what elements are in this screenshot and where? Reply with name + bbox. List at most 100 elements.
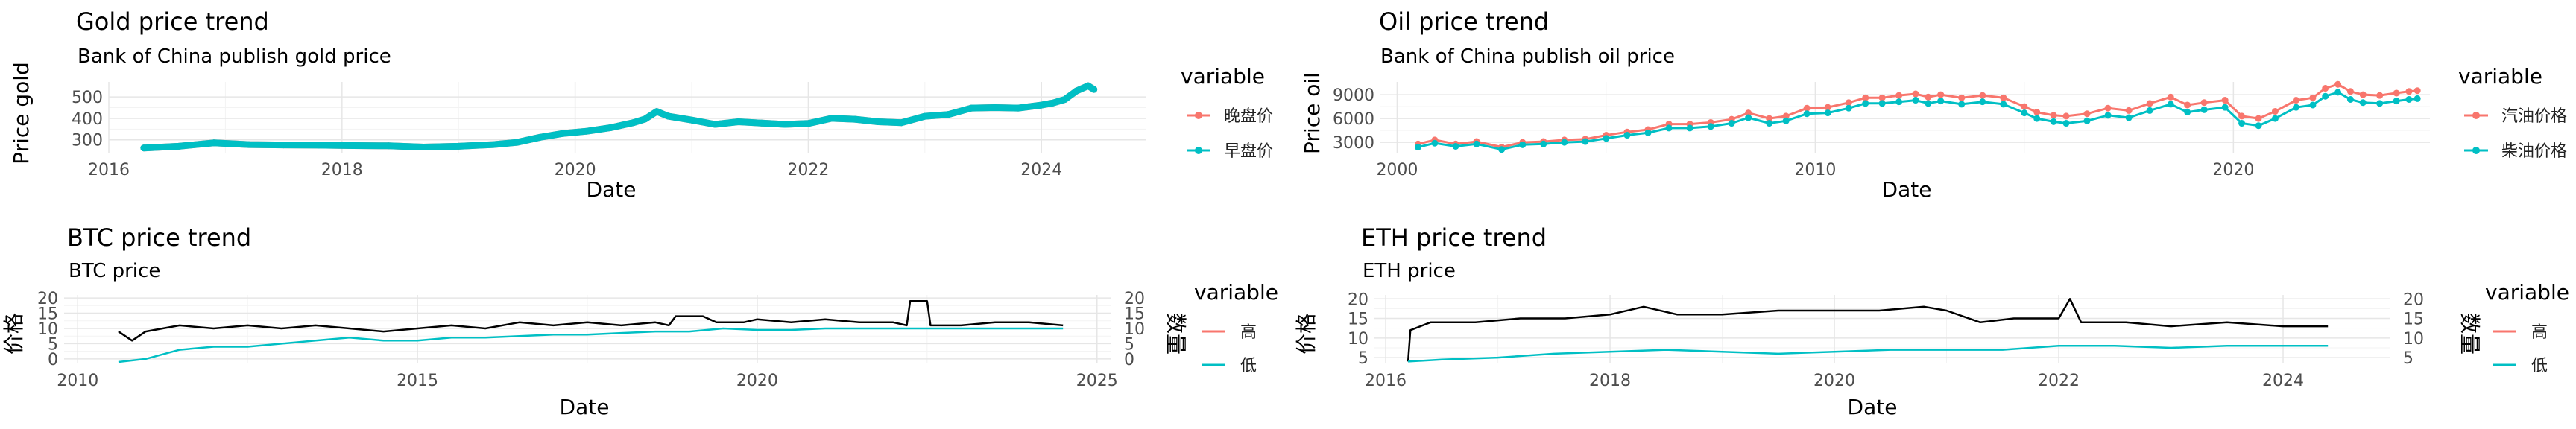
data-point [2125,107,2133,114]
legend-title: variable [2485,280,2569,305]
legend-key-point [1195,112,1202,119]
data-point [1085,82,1092,89]
data-point [2238,120,2246,127]
data-point [2221,104,2229,111]
x-axis-label: Date [1882,177,1932,202]
data-point [1979,98,1986,106]
x-tick-label: 2022 [2038,372,2080,390]
data-point [2050,118,2057,125]
chart-subtitle: ETH price [1363,260,1456,282]
data-point [688,116,695,124]
data-point [1958,101,1966,108]
x-axis-label: Date [1848,395,1898,419]
data-point [1803,104,1811,112]
data-point [2393,89,2400,97]
data-point [828,115,836,122]
legend-key-point [1195,147,1202,154]
data-point [2346,88,2354,95]
data-point [1878,94,1886,101]
series-line [118,299,1064,342]
series [1414,89,2421,153]
data-point [1824,104,1831,111]
x-axis-label: Date [587,177,637,202]
y2-tick-label: 20 [2403,290,2424,309]
data-point [1014,104,1022,112]
y-axis-label: 价格 [1,313,26,355]
data-point [2104,104,2112,112]
chart-title: Oil price trend [1379,7,1549,36]
data-point [1623,132,1631,139]
chart-title: ETH price trend [1361,223,1547,252]
data-point [1665,124,1673,132]
data-point [2167,101,2174,108]
legend-entry: 高 [1240,323,1257,342]
data-point [1862,94,1869,101]
y-tick-label: 15 [1348,311,1368,329]
data-point [175,142,183,150]
legend-key-point [2472,147,2480,154]
data-point [210,139,218,147]
data-point [2292,97,2299,104]
data-point [350,142,357,149]
data-point [1745,114,1752,121]
data-point [1603,135,1610,142]
data-point [630,119,637,127]
data-point [1049,99,1057,107]
series [118,299,1064,342]
data-point [2062,120,2070,127]
y2-tick-label: 0 [1124,351,1134,369]
data-point [2238,112,2246,120]
y2-tick-label: 5 [1124,335,1134,354]
legend: variable 高 低 [1194,280,1278,375]
y-tick-label: 0 [48,351,58,369]
data-point [2334,80,2342,88]
data-point [1073,87,1080,95]
x-tick-label: 2016 [1365,372,1407,390]
legend-entry: 低 [2531,357,2548,375]
series-line [1418,83,2418,148]
data-point [2255,122,2262,130]
data-point [2322,85,2329,92]
data-point [921,112,929,120]
data-point [1561,139,1568,146]
x-tick-label: 2020 [736,372,778,390]
x-tick-label: 2024 [1020,161,1062,179]
data-point [2000,94,2007,101]
series-line [1408,345,2329,363]
data-point [1582,138,1589,145]
legend-entry: 晚盘价 [1224,107,1273,126]
data-point [1912,90,1919,98]
series-line [1407,298,2329,362]
data-point [874,118,882,126]
data-point [1090,86,1098,93]
data-point [2083,110,2091,118]
legend: variable 晚盘价 早盘价 [1181,64,1273,161]
data-point [851,115,859,123]
x-tick-label: 2015 [397,372,438,390]
data-point [2359,91,2367,98]
data-point [758,119,765,127]
data-point [653,108,660,115]
data-point [385,142,392,150]
y-axis-label: Price oil [1300,72,1325,154]
data-point [2322,92,2329,100]
data-point [2050,112,2057,119]
y-tick-label: 500 [72,89,103,107]
data-point [804,120,812,127]
series [1407,298,2329,362]
x-tick-label: 2024 [2262,372,2304,390]
data-point [944,111,952,118]
legend-entry: 汽油价格 [2501,107,2567,126]
data-point [2405,95,2413,103]
data-point [1937,91,1945,98]
chart-subtitle: BTC price [69,260,160,282]
chart-title: BTC price trend [67,223,251,252]
data-point [1728,120,1735,127]
data-point [1686,124,1693,132]
data-point [1431,139,1439,147]
data-point [420,144,427,151]
x-axis-label: Date [560,395,610,419]
y-axis-label: 价格 [1294,313,1319,355]
y2-tick-label: 15 [2403,311,2424,329]
